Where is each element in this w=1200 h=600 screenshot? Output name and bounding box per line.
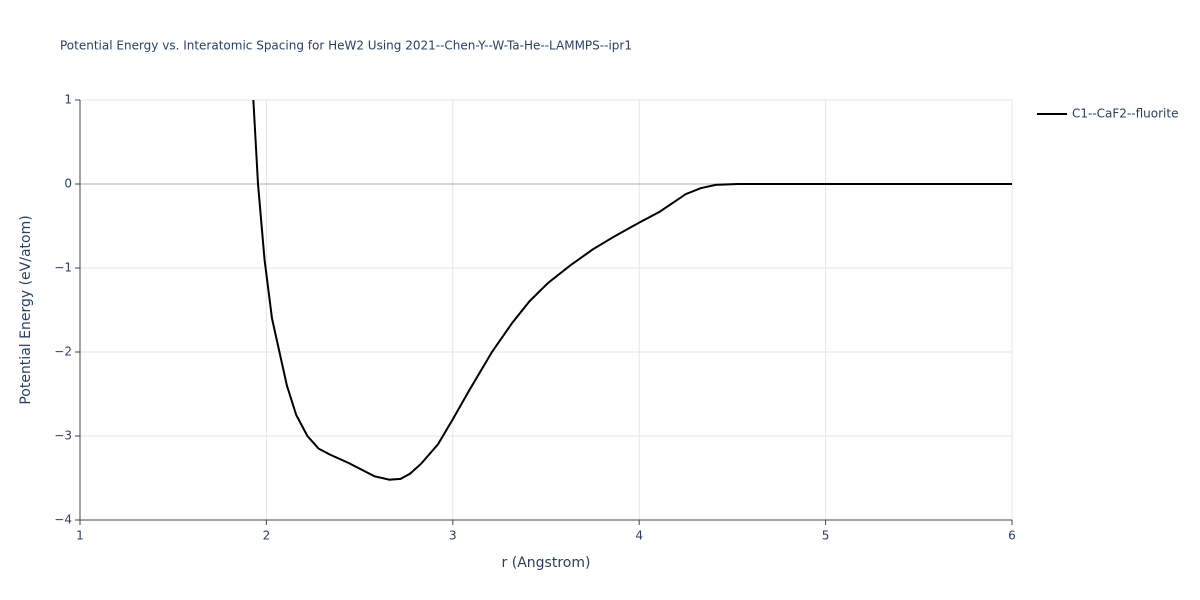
y-tick-label: 0 xyxy=(64,177,72,191)
y-tick-label: −4 xyxy=(54,513,72,527)
y-tick-label: −2 xyxy=(54,345,72,359)
x-tick-label: 1 xyxy=(76,529,84,543)
x-tick-label: 4 xyxy=(635,529,643,543)
y-axis-label: Potential Energy (eV/atom) xyxy=(18,215,34,404)
y-tick-label: −1 xyxy=(54,261,72,275)
x-tick-label: 2 xyxy=(263,529,271,543)
plot xyxy=(252,99,1012,481)
x-axis-label: r (Angstrom) xyxy=(502,555,591,571)
legend-label: C1--CaF2--fluorite xyxy=(1072,107,1178,121)
x-tick-label: 5 xyxy=(822,529,830,543)
x-tick-label: 6 xyxy=(1008,529,1016,543)
chart-title: Potential Energy vs. Interatomic Spacing… xyxy=(60,39,632,53)
grid xyxy=(75,99,1013,525)
data-line xyxy=(252,99,1012,481)
x-tick-label: 3 xyxy=(449,529,457,543)
y-tick-label: 1 xyxy=(64,93,72,107)
y-tick-label: −3 xyxy=(54,429,72,443)
